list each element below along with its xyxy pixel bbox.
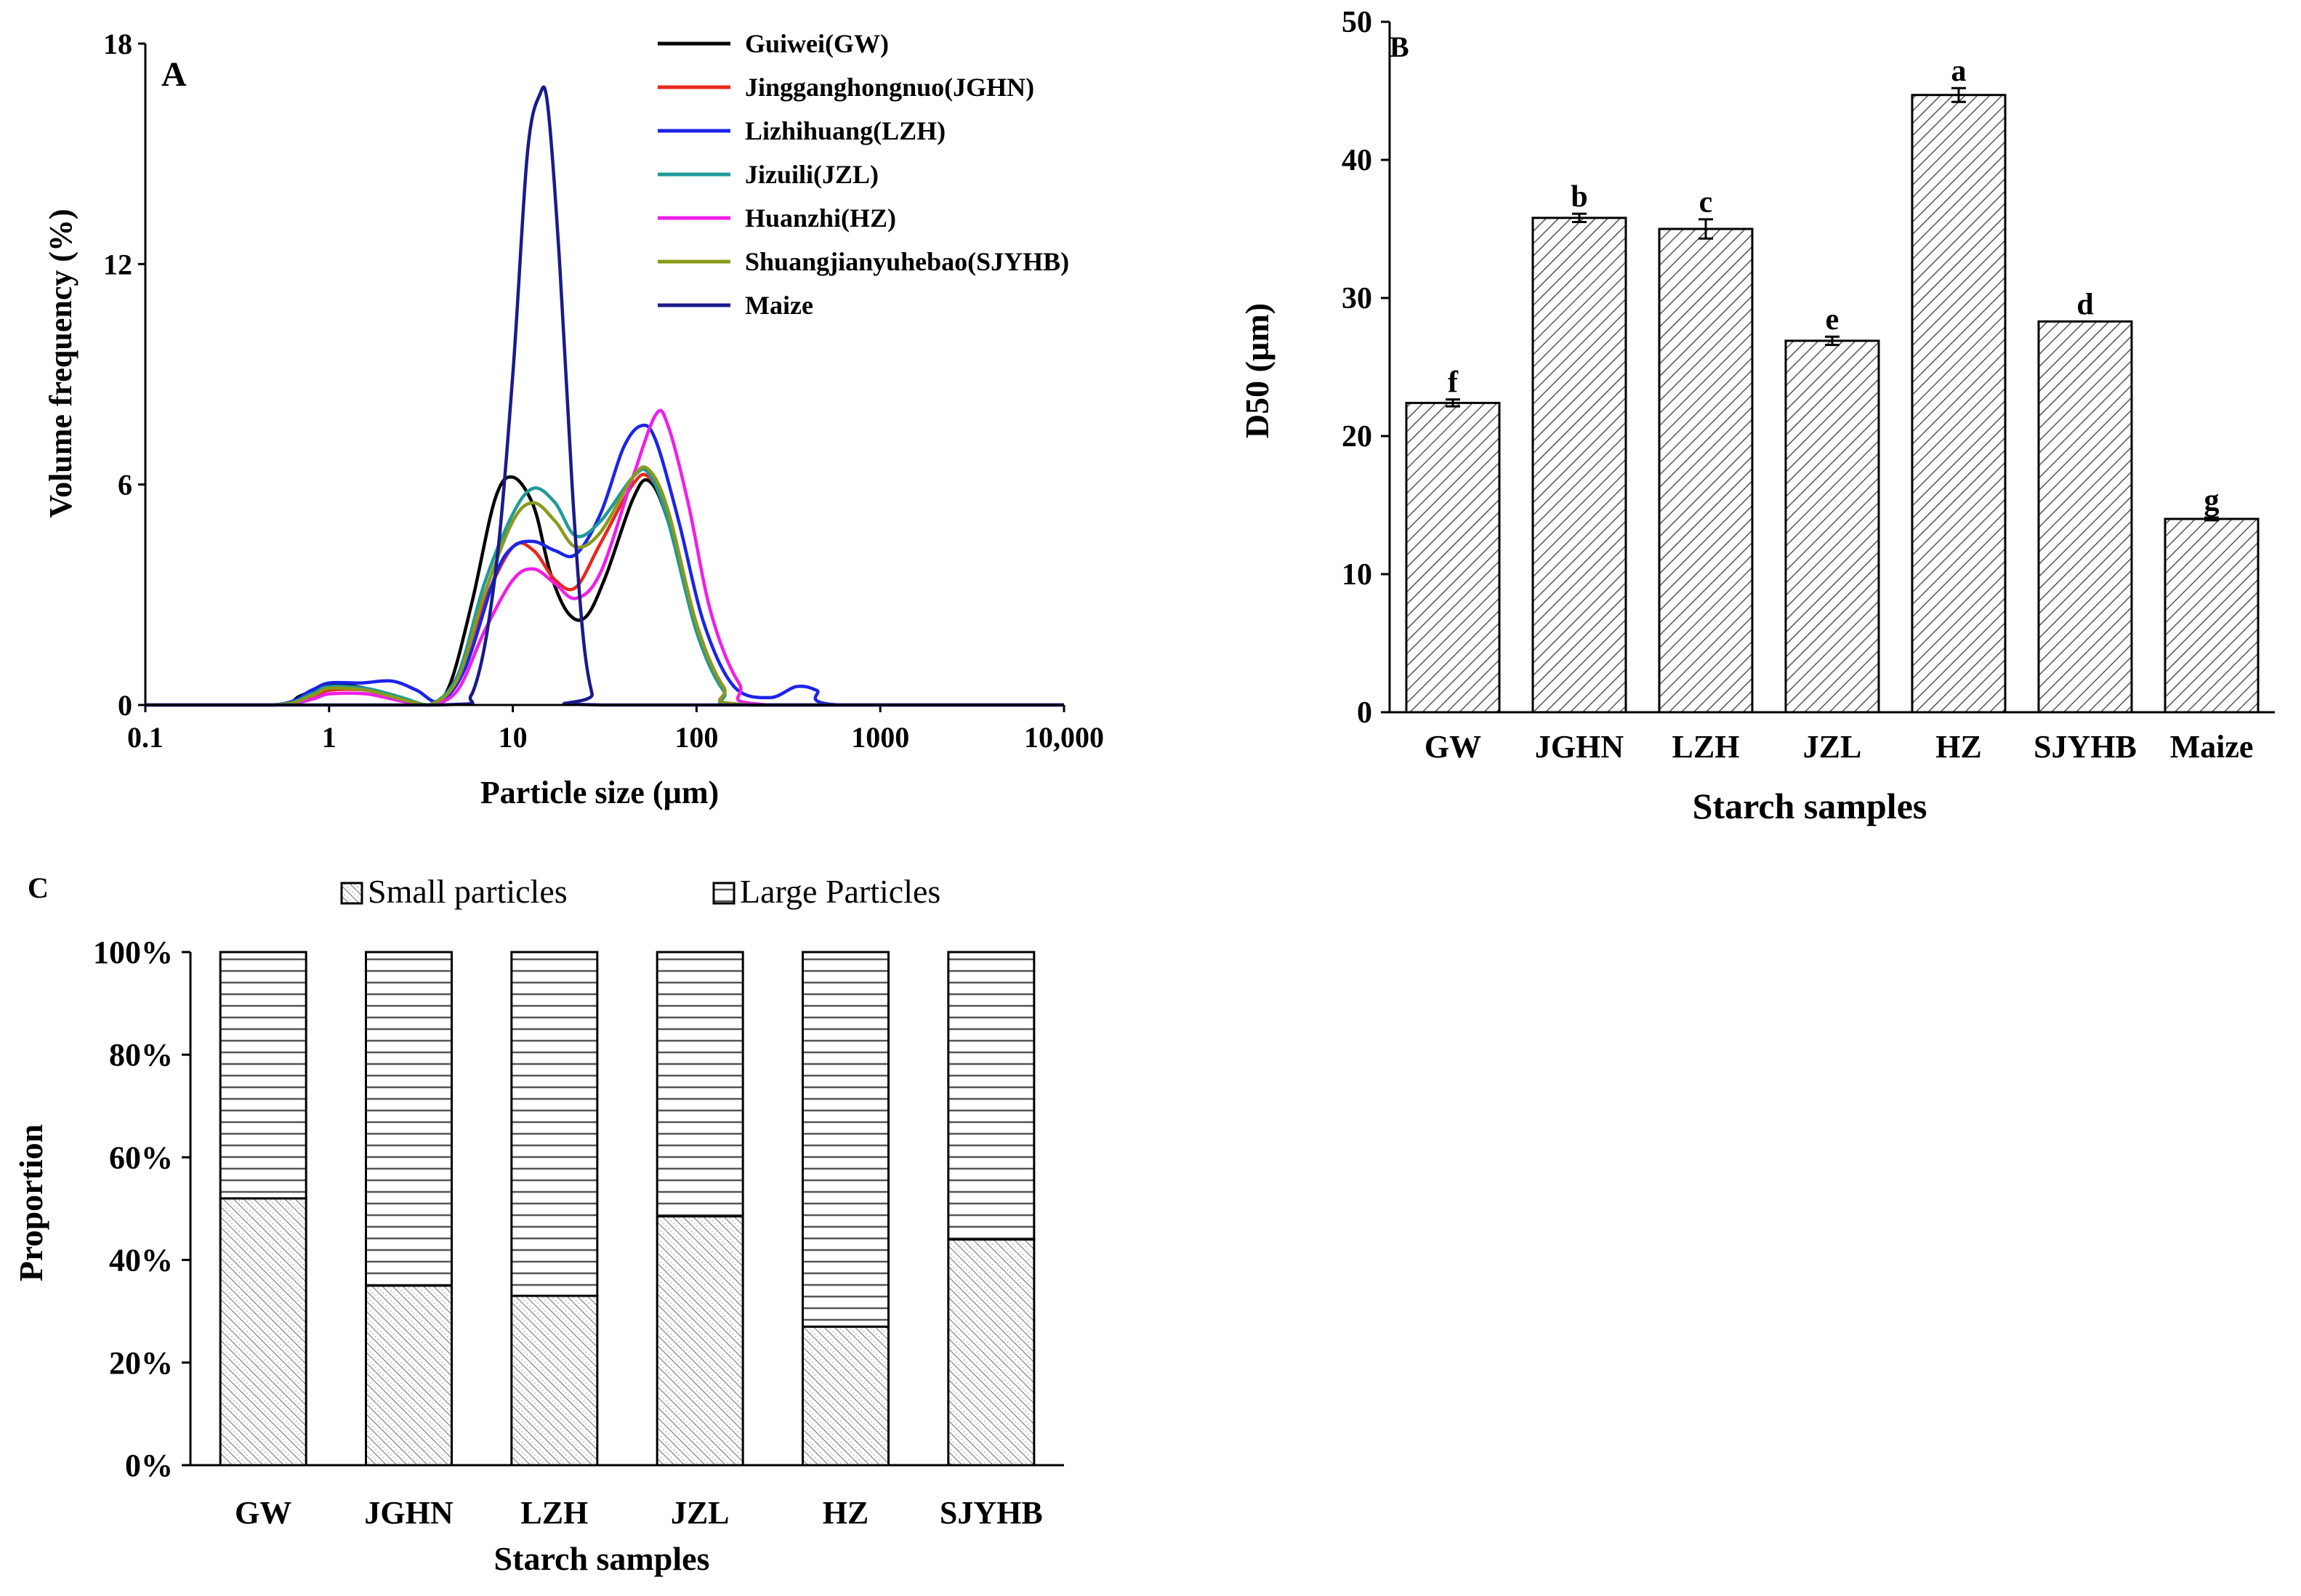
panel-a-y-tick-label: 0 (118, 689, 132, 722)
panel-b-significance-label-maize: g (2204, 484, 2220, 517)
panel-b-x-axis-label: Starch samples (1693, 786, 1927, 826)
panel-a-legend-label: Lizhihuang(LZH) (745, 116, 946, 145)
panel-c-x-tick-label-jghn: JGHN (364, 1495, 453, 1531)
panel-a-y-tick-label: 12 (103, 248, 132, 281)
panel-c-y-tick-label: 40% (109, 1243, 173, 1278)
panel-a-x-tick-label: 10 (499, 721, 528, 754)
panel-b-y-tick-label: 40 (1342, 144, 1372, 177)
panel-c-bar-jghn-large-particles (365, 951, 453, 1287)
panel-a-legend-label: Jingganghongnuo(JGHN) (745, 73, 1034, 102)
panel-b-y-tick-label: 50 (1342, 6, 1372, 39)
panel-b-significance-label-gw: f (1448, 366, 1459, 400)
panel-a-x-tick-label: 1000 (851, 721, 909, 754)
panel-c-legend-swatch-small-particles (340, 882, 363, 905)
panel-c-x-tick-label-gw: GW (235, 1495, 291, 1531)
panel-a-legend-label: Shuangjianyuhebao(SJYHB) (745, 247, 1069, 276)
panel-c-bar-gw-large-particles (219, 951, 307, 1200)
panel-b-bar-jzl (1784, 339, 1880, 714)
panel-c-bar-jghn-small-particles (365, 1284, 453, 1467)
panel-b-bar-gw (1405, 401, 1501, 714)
panel-b-x-tick-label-sjyhb: SJYHB (2034, 729, 2137, 765)
panel-a-label: A (161, 55, 187, 94)
panel-a-x-tick-label: 100 (674, 721, 718, 754)
panel-b-x-tick-label-gw: GW (1424, 729, 1481, 765)
panel-a-legend-label: Huanzhi(HZ) (745, 203, 896, 233)
panel-c-y-axis-label: Proportion (12, 1124, 49, 1281)
panel-a-legend-label: Guiwei(GW) (745, 29, 889, 58)
panel-a-series-line-huanzhi-hz (145, 408, 1064, 707)
panel-a-legend-label: Jizuili(JZL) (745, 160, 879, 189)
panel-c-legend-swatch-large-particles (712, 882, 736, 905)
panel-a-y-tick-label: 18 (103, 28, 132, 60)
panel-c-label: C (28, 871, 49, 904)
panel-c-stacked-bar-chart: C Proportion Starch samples Small partic… (12, 871, 1064, 1577)
panel-b-significance-label-sjyhb: d (2076, 288, 2093, 321)
panel-a-legend-label: Maize (745, 291, 813, 320)
panel-c-y-tick-label: 100% (93, 935, 173, 970)
panel-c-y-tick-label: 0% (125, 1448, 173, 1483)
panel-c-bar-sjyhb-large-particles (947, 951, 1036, 1241)
panel-b-bar-maize (2164, 517, 2260, 714)
panel-c-y-tick-label: 60% (109, 1140, 173, 1175)
panel-a-series-line-jingganghongnuo-jghn (145, 472, 1064, 707)
panel-c-bar-lzh-small-particles (510, 1294, 599, 1467)
panel-b-significance-label-jghn: b (1571, 180, 1587, 214)
panel-b-y-tick-label: 0 (1357, 696, 1372, 730)
panel-b-bar-lzh (1658, 227, 1754, 714)
panel-a-series-line-maize (145, 85, 1064, 707)
panel-b-label: B (1390, 31, 1409, 63)
panel-a-series-line-lizhihuang-lzh (145, 423, 1064, 707)
panel-a-y-tick-label: 6 (118, 469, 132, 501)
panel-c-bar-sjyhb-small-particles (947, 1238, 1036, 1467)
panel-c-bar-gw-small-particles (219, 1197, 307, 1467)
panel-b-bar-sjyhb (2037, 320, 2133, 714)
panel-b-y-axis-label: D50 (µm) (1238, 303, 1276, 438)
panel-c-bar-jzl-large-particles (656, 951, 744, 1218)
panel-a-x-tick-label: 1 (322, 721, 337, 754)
panel-b-x-tick-label-maize: Maize (2170, 729, 2254, 765)
panel-b-y-tick-label: 20 (1342, 420, 1372, 454)
panel-b-significance-label-hz: a (1951, 55, 1967, 88)
panel-b-x-tick-label-jzl: JZL (1803, 729, 1862, 765)
panel-a-line-chart: A Volume frequency (%) Particle size (µm… (43, 28, 1104, 810)
panel-b-x-tick-label-jghn: JGHN (1535, 729, 1624, 765)
panel-c-x-tick-label-sjyhb: SJYHB (940, 1495, 1043, 1531)
panel-c-legend-label: Large Particles (740, 873, 940, 910)
panel-c-y-tick-label: 20% (109, 1345, 173, 1381)
panel-c-x-tick-label-hz: HZ (823, 1495, 869, 1531)
panel-b-bar-chart: B D50 (µm) Starch samples 0 10 20 30 40 50 f G… (1238, 6, 2275, 826)
panel-c-y-tick-label: 80% (109, 1037, 173, 1073)
panel-c-bar-hz-small-particles (802, 1325, 890, 1467)
panel-c-x-tick-label-jzl: JZL (671, 1495, 730, 1531)
panel-b-y-tick-label: 30 (1342, 282, 1372, 315)
panel-b-y-tick-label: 10 (1342, 558, 1372, 592)
panel-c-bar-jzl-small-particles (656, 1215, 744, 1467)
panel-c-bar-hz-large-particles (802, 951, 890, 1328)
panel-b-x-tick-label-lzh: LZH (1672, 729, 1740, 765)
panel-a-series-line-jizuili-jzl (145, 467, 1064, 707)
panel-a-x-tick-label: 0.1 (127, 721, 164, 754)
panel-c-x-tick-label-lzh: LZH (520, 1495, 588, 1531)
panel-a-y-axis-label: Volume frequency (%) (43, 209, 78, 517)
panel-b-significance-label-jzl: e (1826, 303, 1839, 336)
panel-b-significance-label-lzh: c (1699, 186, 1713, 219)
panel-c-bar-lzh-large-particles (510, 951, 599, 1297)
panel-a-x-axis-label: Particle size (µm) (480, 775, 719, 810)
panel-c-legend-label: Small particles (368, 873, 568, 910)
panel-b-x-tick-label-hz: HZ (1935, 729, 1982, 765)
panel-a-x-tick-label: 10,000 (1024, 721, 1104, 754)
panel-c-x-axis-label: Starch samples (494, 1540, 710, 1577)
panel-a-series-line-guiwei-gw (145, 475, 1064, 707)
panel-a-series-line-shuangjianyuhebao-sjyhb (145, 465, 1064, 707)
panel-b-bar-hz (1911, 94, 2007, 714)
panel-b-bar-jghn (1531, 217, 1627, 714)
